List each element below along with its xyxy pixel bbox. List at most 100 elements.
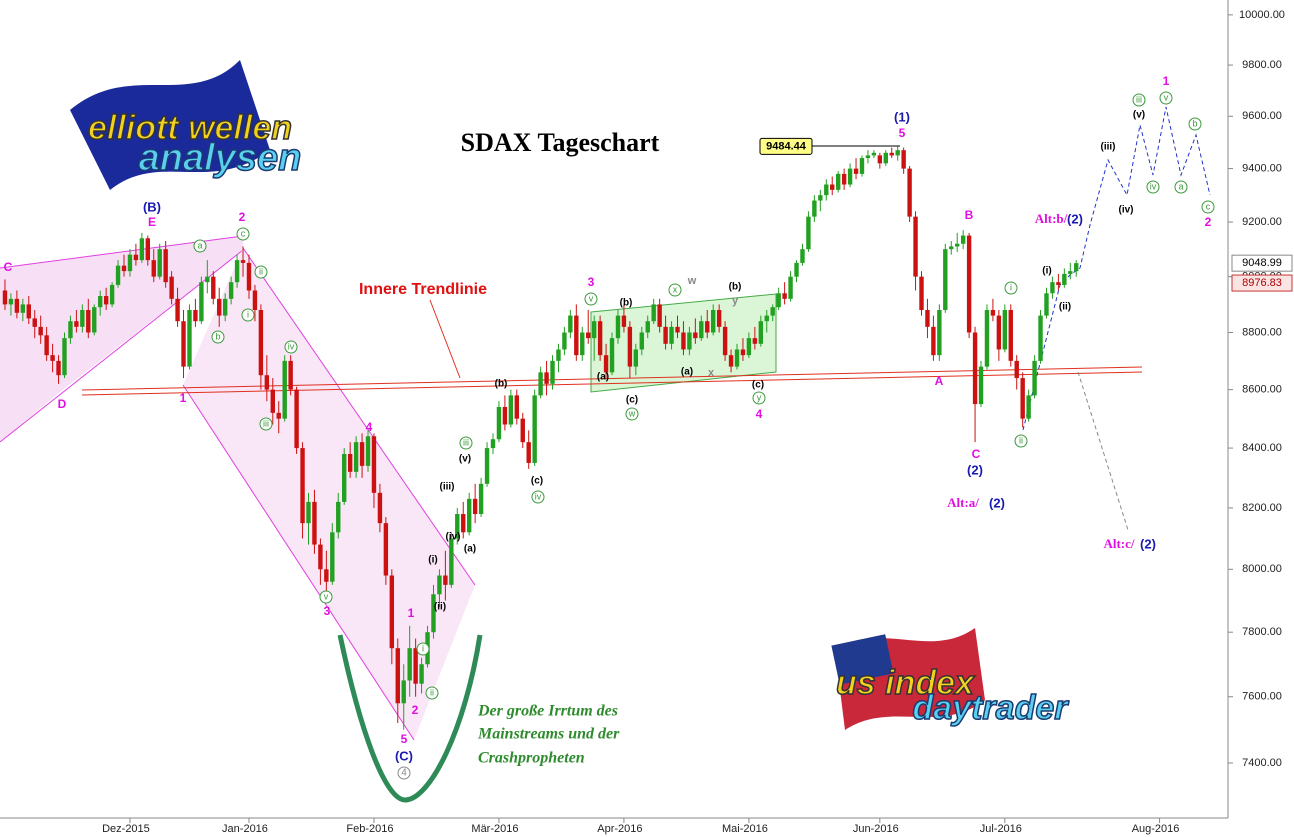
candle-body — [1050, 282, 1055, 294]
x-tick-label: Mär-2016 — [471, 823, 518, 835]
wave-circle — [1201, 200, 1215, 214]
candle-body — [466, 498, 472, 533]
y-tick-label: 8800.00 — [1242, 326, 1282, 338]
candle-body — [960, 235, 966, 244]
wave-label: b — [215, 331, 220, 341]
wave-label: iv — [1150, 181, 1157, 191]
candle-body — [252, 290, 258, 310]
candle-body — [92, 307, 97, 333]
candle-body — [97, 296, 103, 308]
candle-body — [675, 326, 680, 333]
candle-body — [38, 326, 43, 336]
wave-label: b — [1192, 118, 1197, 128]
wave-label: (b) — [729, 282, 742, 293]
wave-label: (a) — [597, 372, 609, 383]
candle-body — [395, 648, 400, 704]
wave-circle — [284, 340, 298, 354]
wave-label: 5 — [899, 126, 906, 140]
candle-body — [14, 298, 20, 313]
y-tick-label: 9200.00 — [1242, 216, 1282, 228]
wave-circle — [668, 283, 682, 297]
candle-body — [44, 335, 49, 356]
price-marker-box — [1231, 274, 1293, 292]
candle-body — [407, 648, 412, 681]
candle-body — [603, 355, 609, 373]
candle-body — [955, 243, 960, 247]
candle-body — [699, 321, 704, 339]
candle-body — [169, 276, 174, 299]
note-line: Crashpropheten — [478, 750, 585, 767]
peak-label-box — [759, 137, 813, 155]
x-tick-label: Dez-2015 — [102, 823, 150, 835]
wave-label: v — [589, 293, 594, 303]
candle-body — [526, 442, 531, 463]
candle-body — [770, 307, 775, 316]
candle-body — [312, 501, 317, 545]
candle-body — [478, 483, 484, 515]
candle-body — [484, 448, 490, 484]
wave-label: c — [1206, 201, 1211, 211]
candle-body — [544, 372, 549, 384]
x-tick-label: Jul-2016 — [980, 823, 1022, 835]
candle-body — [937, 309, 942, 356]
candle-body — [591, 321, 597, 339]
candle-body — [8, 298, 14, 305]
candle-body — [276, 412, 281, 419]
candle-body — [794, 262, 799, 277]
wave-label: iii — [263, 418, 269, 428]
wave-label: (a) — [464, 544, 476, 555]
wave-label: D — [58, 397, 67, 411]
wave-label: (v) — [459, 454, 471, 465]
wave-label: (b) — [495, 379, 508, 390]
candle-body — [26, 304, 31, 319]
candle-body — [830, 184, 835, 190]
candle-body — [978, 366, 984, 405]
wave-label: i — [1010, 282, 1012, 292]
candle-body — [550, 360, 555, 384]
candle-body — [746, 338, 752, 356]
candle-body — [294, 389, 299, 449]
wave-label: A — [935, 374, 944, 388]
wave-circle — [193, 239, 207, 253]
candle-body — [1014, 360, 1019, 379]
candle-body — [812, 200, 817, 217]
wave-label: iii — [1136, 94, 1142, 104]
wave-label: (ii) — [434, 602, 446, 613]
candle-body — [586, 332, 591, 339]
candle-body — [1008, 309, 1013, 361]
wave-label: E — [148, 215, 156, 229]
candle-body — [109, 284, 115, 305]
candle-body — [258, 309, 264, 376]
candle-body — [20, 304, 26, 313]
wave-circle — [416, 642, 430, 656]
candle-body — [931, 326, 936, 356]
candle-body — [556, 349, 561, 361]
candle-body — [1044, 293, 1049, 316]
candle-body — [383, 523, 389, 576]
wave-circle — [211, 330, 225, 344]
candle-body — [234, 260, 240, 283]
logo-elliott: elliott wellen analysen — [70, 60, 302, 190]
candle-body — [615, 315, 621, 339]
candle-body — [639, 332, 644, 350]
wave-label: (c) — [752, 380, 764, 391]
candle-body — [389, 575, 395, 649]
candle-body — [324, 569, 329, 582]
candle-body — [347, 453, 353, 472]
wave-circle — [1188, 117, 1202, 131]
trendline — [81, 366, 1143, 391]
candle-body — [1074, 263, 1079, 272]
y-tick-label: 8600.00 — [1242, 384, 1282, 396]
y-tick-label: 9400.00 — [1242, 163, 1282, 175]
candle-body — [228, 282, 234, 299]
candle-body — [1002, 309, 1008, 350]
candle-body — [835, 173, 841, 190]
candle-body — [651, 304, 656, 322]
candle-body — [461, 514, 466, 533]
price-marker: 9048.99 — [1242, 257, 1282, 269]
logo-flag — [831, 634, 894, 685]
wave-label: (i) — [428, 555, 437, 566]
candle-body — [758, 321, 764, 344]
candle-body — [193, 309, 198, 322]
candle-body — [907, 168, 912, 217]
